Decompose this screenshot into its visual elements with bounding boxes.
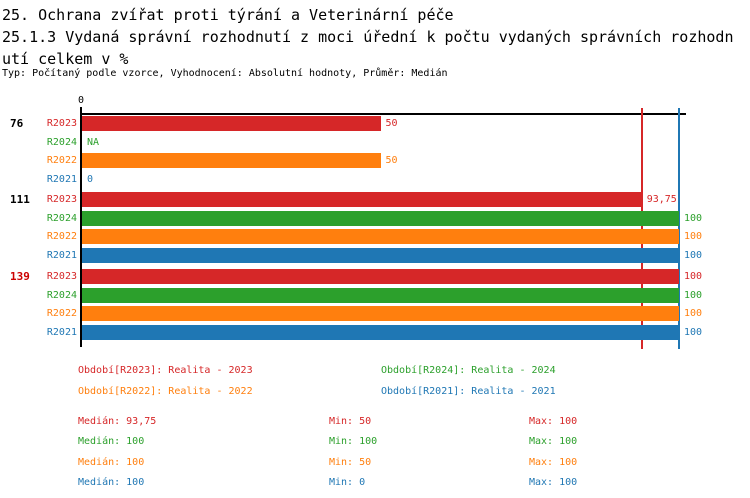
group-label-76: 76: [10, 117, 24, 130]
value-label-76-R2024: NA: [87, 136, 100, 148]
bar-111-R2021: [82, 247, 679, 263]
stat-median-1: Medián: 93,75: [78, 416, 157, 427]
row-label-111-R2023: R2023: [46, 194, 77, 205]
row-label-76-R2021: R2021: [46, 173, 77, 185]
stat-max-3: Max: 100: [529, 457, 578, 468]
stat-max-2: Max: 100: [529, 436, 578, 447]
reference-line-100: [678, 108, 680, 349]
row-label-139-R2023: R2023: [46, 271, 77, 282]
row-label-111-R2022: R2022: [46, 231, 77, 242]
value-label-111-R2023: 93,75: [646, 194, 677, 205]
bar-76-R2022: [82, 153, 381, 168]
stat-min-4: Min: 0: [329, 477, 366, 488]
chart-meta-info: Typ: Počítaný podle vzorce, Vyhodnocení:…: [2, 68, 448, 79]
row-label-76-R2022: R2022: [46, 155, 77, 166]
x-axis-line: [81, 113, 686, 115]
value-label-139-R2023: 100: [684, 271, 703, 282]
y-axis-line: [80, 107, 82, 347]
value-label-111-R2022: 100: [684, 231, 703, 242]
bar-111-R2022: [82, 229, 679, 244]
bar-139-R2023: [82, 269, 679, 284]
value-label-111-R2024: 100: [684, 212, 703, 224]
row-label-139-R2021: R2021: [46, 326, 77, 338]
legend-item-2: Období[R2024]: Realita - 2024: [381, 365, 556, 376]
page-title: 25. Ochrana zvířat proti týrání a Veteri…: [2, 6, 454, 24]
row-label-76-R2023: R2023: [46, 118, 77, 129]
value-label-76-R2022: 50: [385, 155, 398, 166]
value-label-139-R2021: 100: [684, 326, 703, 338]
bar-111-R2023: [82, 192, 642, 207]
bar-139-R2024: [82, 287, 679, 303]
bar-111-R2024: [82, 210, 679, 226]
legend-item-3: Období[R2022]: Realita - 2022: [78, 386, 253, 397]
stat-median-2: Medián: 100: [78, 436, 145, 447]
value-label-76-R2023: 50: [385, 118, 398, 129]
bar-139-R2021: [82, 324, 679, 340]
x-axis-tick-zero: 0: [77, 95, 85, 106]
stat-max-4: Max: 100: [529, 477, 578, 488]
legend-item-4: Období[R2021]: Realita - 2021: [381, 386, 556, 397]
group-label-111: 111: [10, 193, 30, 206]
row-label-139-R2024: R2024: [46, 289, 77, 301]
value-label-76-R2021: 0: [87, 173, 94, 185]
stat-min-1: Min: 50: [329, 416, 372, 427]
page-subtitle-line2: utí celkem v %: [2, 50, 129, 68]
row-label-111-R2024: R2024: [46, 212, 77, 224]
stat-median-3: Medián: 100: [78, 457, 145, 468]
legend-item-1: Období[R2023]: Realita - 2023: [78, 365, 253, 376]
reference-line-93.75: [640, 108, 643, 349]
value-label-111-R2021: 100: [684, 249, 703, 261]
row-label-76-R2024: R2024: [46, 136, 77, 148]
stat-min-3: Min: 50: [329, 457, 372, 468]
value-label-139-R2024: 100: [684, 289, 703, 301]
stat-max-1: Max: 100: [529, 416, 578, 427]
stat-median-4: Medián: 100: [78, 477, 145, 488]
row-label-139-R2022: R2022: [46, 308, 77, 319]
bar-76-R2023: [82, 116, 381, 131]
stat-min-2: Min: 100: [329, 436, 378, 447]
page-subtitle-line1: 25.1.3 Vydaná správní rozhodnutí z moci …: [2, 28, 734, 46]
bar-139-R2022: [82, 306, 679, 321]
row-label-111-R2021: R2021: [46, 249, 77, 261]
group-label-139: 139: [10, 270, 30, 283]
value-label-139-R2022: 100: [684, 308, 703, 319]
